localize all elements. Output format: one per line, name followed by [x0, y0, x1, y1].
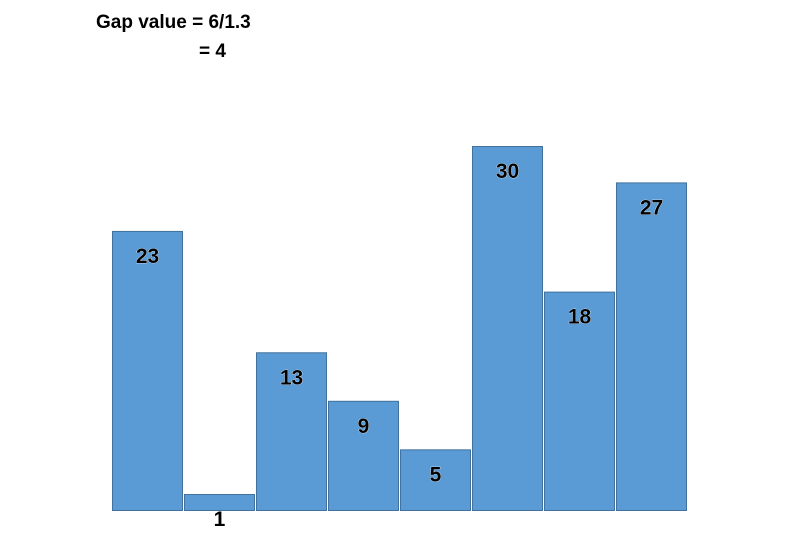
- bar-label-5: 5: [430, 463, 442, 486]
- bar-4: [328, 400, 399, 511]
- bar-label-6: 30: [496, 160, 519, 183]
- bar-label-8: 27: [640, 196, 663, 219]
- bar-label-1: 23: [136, 245, 159, 268]
- bar-8: [616, 182, 687, 511]
- bar-6: [472, 146, 543, 511]
- bar-label-2: 1: [214, 508, 226, 531]
- bar-label-7: 18: [568, 306, 592, 329]
- bar-1: [112, 230, 183, 512]
- bar-7: [544, 291, 615, 511]
- bar-label-4: 9: [358, 415, 370, 438]
- bar-5: [400, 449, 471, 512]
- bar-label-3: 13: [280, 366, 303, 389]
- gap-value-result: = 4: [199, 41, 226, 62]
- gap-value-formula: Gap value = 6/1.3: [96, 12, 251, 33]
- bar-2: [184, 494, 255, 511]
- bar-3: [256, 352, 327, 511]
